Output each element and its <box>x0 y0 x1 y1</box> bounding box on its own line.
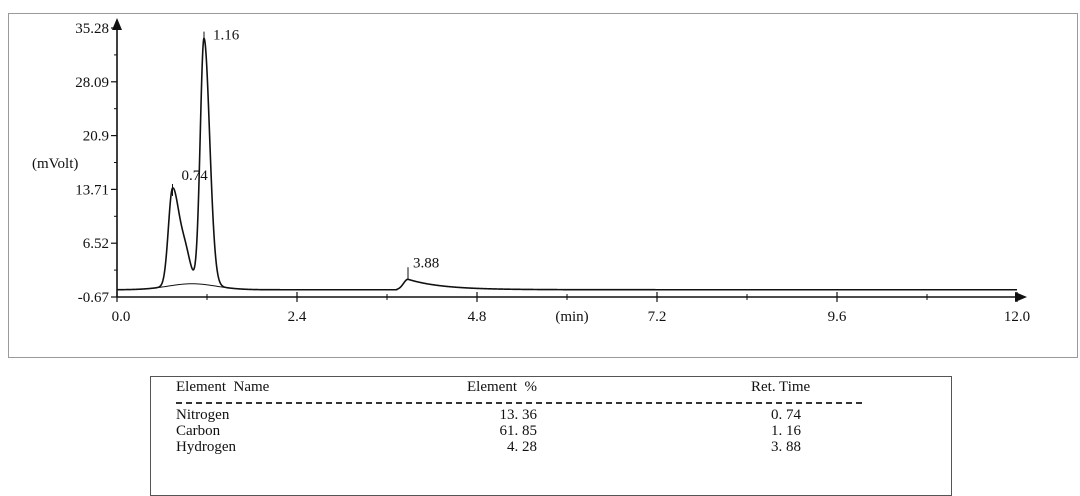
x-tick-label: 4.8 <box>468 309 487 325</box>
header-element-name: Element Name <box>176 379 270 395</box>
row-percent: 13. 36 <box>499 407 538 423</box>
baseline-under-peaks <box>139 283 244 290</box>
row-ret-time: 1. 16 <box>771 423 801 439</box>
chart-frame <box>8 13 1078 358</box>
x-tick-label: 12.0 <box>1004 309 1030 325</box>
chromatogram-chart: 0.0 2.4 4.8 7.2 9.6 12.0 35.28 28.09 20.9 13.71 6.… <box>32 18 1030 325</box>
chart-ticks: 0.0 2.4 4.8 7.2 9.6 12.0 35.28 28.09 20.9 13.71 6.… <box>75 21 1030 325</box>
x-tick-label: 2.4 <box>288 309 307 325</box>
x-axis-arrow <box>1015 292 1027 302</box>
y-tick-label: 35.28 <box>75 21 109 37</box>
row-name: Hydrogen <box>176 439 236 455</box>
chart-axes <box>112 18 1027 302</box>
row-name: Carbon <box>176 423 221 439</box>
row-percent: 61. 85 <box>499 423 538 439</box>
y-tick-label: 28.09 <box>75 75 109 91</box>
x-tick-label: 0.0 <box>112 309 131 325</box>
y-tick-label: -0.67 <box>78 290 110 306</box>
x-tick-label: 9.6 <box>828 309 847 325</box>
row-ret-time: 0. 74 <box>771 407 801 423</box>
header-ret-time: Ret. Time <box>751 379 811 395</box>
row-name: Nitrogen <box>176 407 230 423</box>
y-axis-unit: (mVolt) <box>32 156 78 172</box>
peak-labels: 0.74 1.16 3.88 <box>172 28 439 280</box>
peak-label: 1.16 <box>213 28 240 44</box>
header-element-percent: Element % <box>467 379 537 395</box>
row-ret-time: 3. 88 <box>771 439 801 455</box>
results-table: Element Name Element % Ret. Time Nitroge… <box>150 376 952 496</box>
x-axis-unit: (min) <box>555 309 588 325</box>
x-tick-label: 7.2 <box>648 309 667 325</box>
row-percent: 4. 28 <box>507 439 537 455</box>
y-tick-label: 20.9 <box>83 129 109 145</box>
y-tick-label: 6.52 <box>83 236 109 252</box>
y-tick-label: 13.71 <box>75 182 109 198</box>
peak-label: 0.74 <box>182 168 209 184</box>
peak-label: 3.88 <box>413 255 439 271</box>
header-divider <box>176 402 862 404</box>
chromatogram-trace <box>117 36 1017 291</box>
y-axis-arrow <box>112 18 122 30</box>
